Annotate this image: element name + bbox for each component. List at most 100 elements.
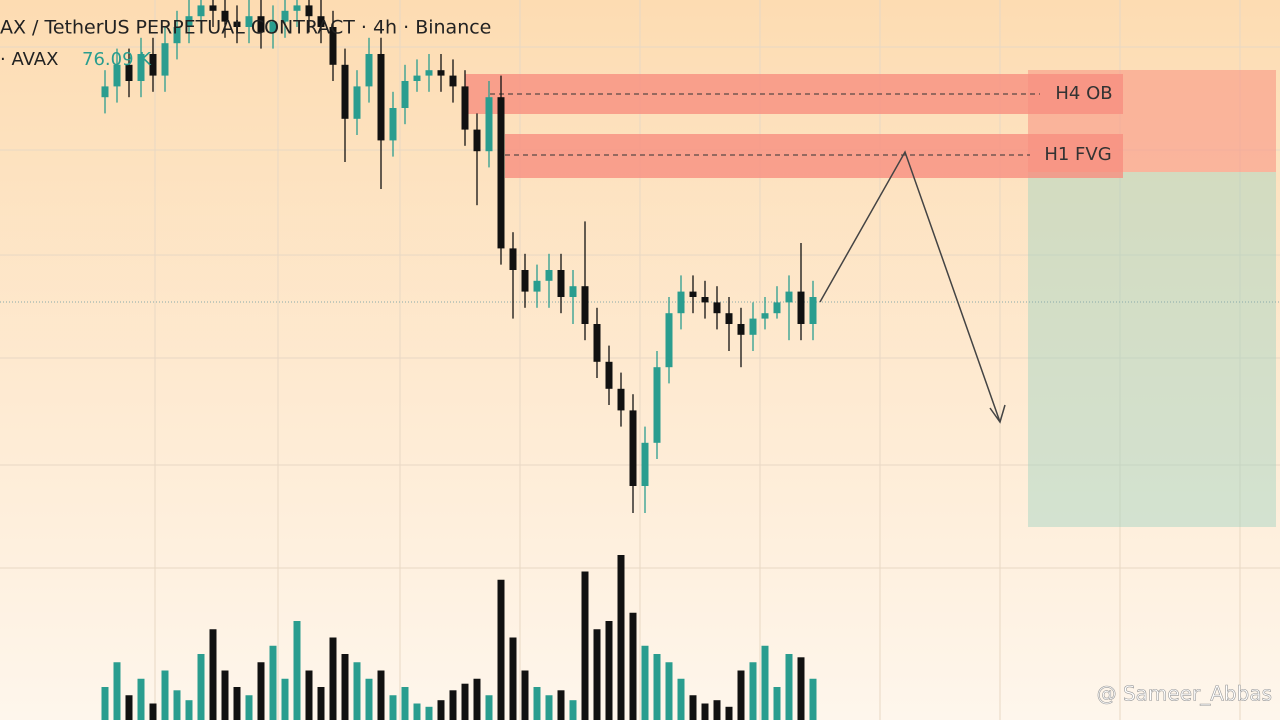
volume-bar (617, 555, 625, 720)
volume-bar (509, 637, 517, 720)
candle-body (293, 5, 301, 11)
candle-body (569, 286, 577, 297)
candle-body (809, 297, 817, 324)
candle-body (113, 64, 121, 87)
candle-body (533, 280, 541, 292)
volume-bar (377, 670, 385, 720)
volume-bar (173, 690, 181, 720)
candle-body (401, 81, 409, 108)
volume-bar (497, 579, 505, 720)
fvg-zone (505, 134, 1123, 178)
candle-body (773, 302, 781, 314)
volume-bar (605, 621, 613, 720)
volume-bar (749, 662, 757, 720)
volume-bar (689, 695, 697, 720)
volume-bar (233, 687, 241, 720)
volume-bar (425, 706, 433, 720)
candle-body (629, 410, 637, 486)
candle-body (797, 291, 805, 324)
volume-bar (713, 700, 721, 720)
candle-body (377, 54, 385, 141)
volume-bar (533, 687, 541, 720)
watermark: @ Sameer_Abbas (1097, 682, 1272, 706)
target-zone (1028, 172, 1276, 527)
volume-bar (125, 695, 133, 720)
candle-body (449, 75, 457, 87)
volume-symbol: · AVAX (0, 49, 58, 70)
volume-bar (113, 662, 121, 720)
candle-body (101, 86, 109, 98)
candle-body (305, 5, 313, 17)
candle-body (581, 286, 589, 324)
candle-body (161, 43, 169, 76)
volume-bar (593, 629, 601, 720)
candle-body (725, 313, 733, 324)
volume-bar (725, 706, 733, 720)
volume-bar (809, 678, 817, 720)
volume-bar (401, 687, 409, 720)
volume-bar (317, 687, 325, 720)
candle-body (749, 318, 757, 335)
volume-bar (569, 700, 577, 720)
volume-bar (185, 700, 193, 720)
candle-body (665, 313, 673, 368)
volume-bar (305, 670, 313, 720)
volume-bar (161, 670, 169, 720)
volume-bar (365, 678, 373, 720)
volume-bar (545, 695, 553, 720)
candle-body (653, 367, 661, 443)
candle-body (365, 54, 373, 87)
candle-body (149, 54, 157, 76)
ob-label: H4 OB (1055, 83, 1112, 104)
candle-body (605, 361, 613, 389)
volume-bar (197, 654, 205, 720)
volume-bar (353, 662, 361, 720)
candle-body (245, 16, 253, 27)
volume-bar (329, 637, 337, 720)
volume-bar (473, 678, 481, 720)
volume-bar (521, 670, 529, 720)
candle-body (485, 97, 493, 152)
candle-body (257, 16, 265, 33)
volume-bar (653, 654, 661, 720)
volume-bar (761, 645, 769, 720)
volume-bar (149, 703, 157, 720)
volume-bar (665, 662, 673, 720)
fvg-label: H1 FVG (1044, 144, 1111, 165)
volume-bar (449, 690, 457, 720)
candle-body (641, 442, 649, 486)
volume-bar (641, 645, 649, 720)
candle-body (497, 97, 505, 249)
candle-body (617, 388, 625, 411)
candle-body (545, 270, 553, 281)
candle-body (353, 86, 361, 119)
volume-bar (773, 687, 781, 720)
candle-body (329, 27, 337, 65)
candle-body (389, 108, 397, 141)
volume-bar (581, 571, 589, 720)
candle-body (137, 54, 145, 81)
volume-bar (485, 695, 493, 720)
candle-body (689, 291, 697, 297)
candle-body (233, 21, 241, 27)
candle-body (509, 248, 517, 270)
candle-body (185, 16, 193, 27)
volume-bar (245, 695, 253, 720)
candle-body (173, 27, 181, 44)
volume-bar (293, 621, 301, 720)
candle-body (221, 10, 229, 22)
candle-body (677, 291, 685, 314)
volume-bar (557, 690, 565, 720)
volume-bar (437, 700, 445, 720)
candle-body (713, 302, 721, 314)
volume-bar (677, 678, 685, 720)
candle-body (341, 64, 349, 119)
candle-body (473, 129, 481, 152)
volume-bar (737, 670, 745, 720)
chart-title: AX / TetherUS PERPETUAL CONTRACT · 4h · … (0, 17, 491, 39)
volume-bar (269, 645, 277, 720)
volume-bar (701, 703, 709, 720)
candle-body (461, 86, 469, 130)
